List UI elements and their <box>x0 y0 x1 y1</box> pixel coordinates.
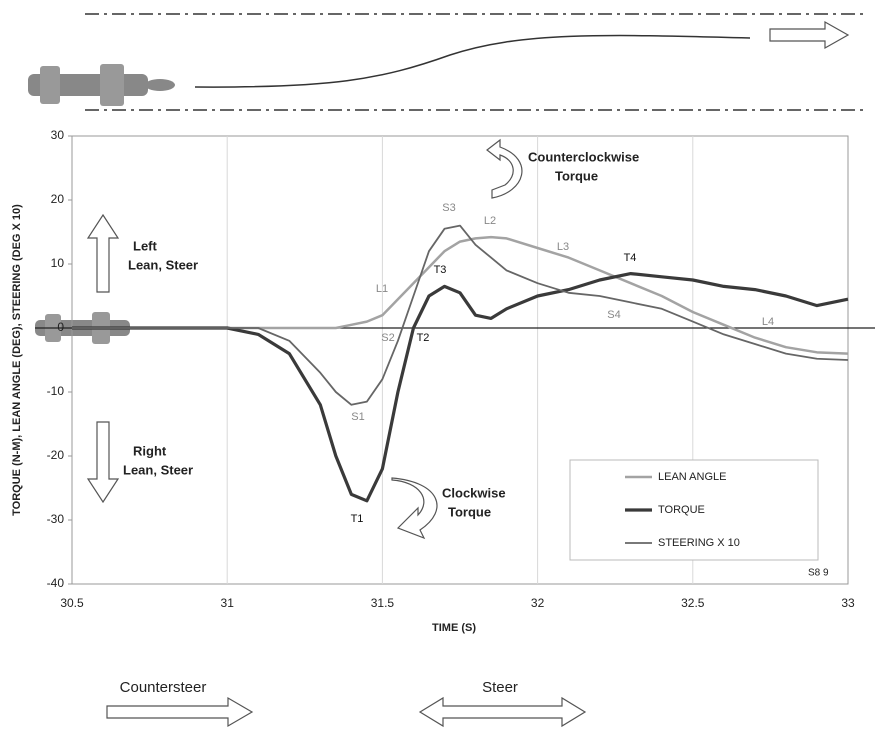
x-tick-label: 33 <box>841 596 855 610</box>
note: Right <box>133 443 167 458</box>
figure-code: S8 9 <box>808 568 829 579</box>
note: Counterclockwise <box>528 149 639 164</box>
legend-box <box>569 459 819 561</box>
y-tick-label: 30 <box>51 128 65 142</box>
point-label: T1 <box>351 513 364 525</box>
y-tick-label: -10 <box>47 384 65 398</box>
point-label: L3 <box>557 241 569 253</box>
steer-arrow <box>418 696 587 728</box>
note: Left <box>133 238 158 253</box>
legend-label: TORQUE <box>658 504 705 516</box>
y-tick-label: 0 <box>57 320 64 334</box>
trajectory <box>194 34 751 88</box>
phase-label: Countersteer <box>120 679 207 696</box>
x-tick-label: 30.5 <box>60 596 84 610</box>
x-tick-label: 32.5 <box>681 596 705 610</box>
note: Lean, Steer <box>128 257 198 272</box>
note: Lean, Steer <box>123 462 193 477</box>
ccw-arrow <box>486 138 523 199</box>
point-label: T4 <box>624 252 637 264</box>
cw-arrow <box>391 477 438 540</box>
legend-label: STEERING X 10 <box>658 537 740 549</box>
y-axis-title: TORQUE (N-M), LEAN ANGLE (DEG), STEERING… <box>11 204 23 516</box>
point-label: T3 <box>434 264 447 276</box>
phase-label: Steer <box>482 679 518 696</box>
direction-arrow <box>769 20 850 50</box>
series-line <box>72 272 849 503</box>
series-line <box>72 235 849 355</box>
y-tick-label: 10 <box>51 256 65 270</box>
note: Clockwise <box>442 485 506 500</box>
y-tick-label: -30 <box>47 512 65 526</box>
point-label: S1 <box>351 411 364 423</box>
point-label: S4 <box>607 309 620 321</box>
series-line <box>72 224 849 406</box>
legend-label: LEAN ANGLE <box>658 471 726 483</box>
y-tick-label: 20 <box>51 192 65 206</box>
point-label: L4 <box>762 316 774 328</box>
x-tick-label: 32 <box>531 596 545 610</box>
countersteer-arrow <box>106 696 254 728</box>
point-label: L2 <box>484 215 496 227</box>
down-arrow <box>86 421 120 504</box>
motorcycle-icon <box>28 64 175 106</box>
point-label: T2 <box>417 332 430 344</box>
x-tick-label: 31 <box>221 596 235 610</box>
note: Torque <box>448 504 491 519</box>
y-tick-label: -40 <box>47 576 65 590</box>
point-label: S2 <box>381 332 394 344</box>
x-axis-title: TIME (S) <box>432 622 476 634</box>
x-tick-label: 31.5 <box>371 596 395 610</box>
note: Torque <box>555 168 598 183</box>
point-label: L1 <box>376 283 388 295</box>
up-arrow <box>86 213 120 293</box>
point-label: S3 <box>442 202 455 214</box>
y-tick-label: -20 <box>47 448 65 462</box>
